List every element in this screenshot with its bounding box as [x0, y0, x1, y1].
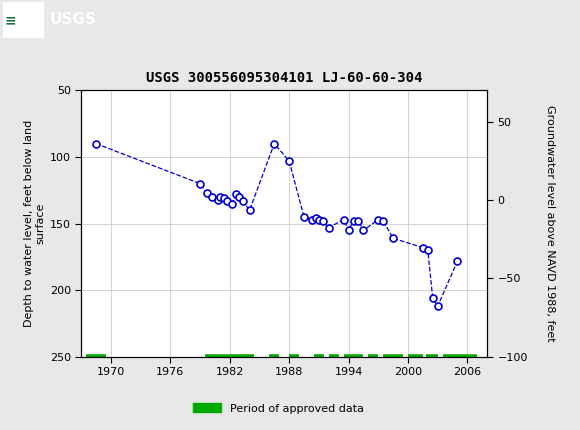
- Y-axis label: Groundwater level above NAVD 1988, feet: Groundwater level above NAVD 1988, feet: [545, 105, 554, 342]
- Text: USGS: USGS: [49, 12, 96, 28]
- Legend: Period of approved data: Period of approved data: [188, 399, 368, 418]
- Y-axis label: Depth to water level, feet below land
surface: Depth to water level, feet below land su…: [24, 120, 45, 327]
- Title: USGS 300556095304101 LJ-60-60-304: USGS 300556095304101 LJ-60-60-304: [146, 71, 422, 85]
- Bar: [3, 2, 43, 38]
- Text: ≡: ≡: [4, 13, 16, 27]
